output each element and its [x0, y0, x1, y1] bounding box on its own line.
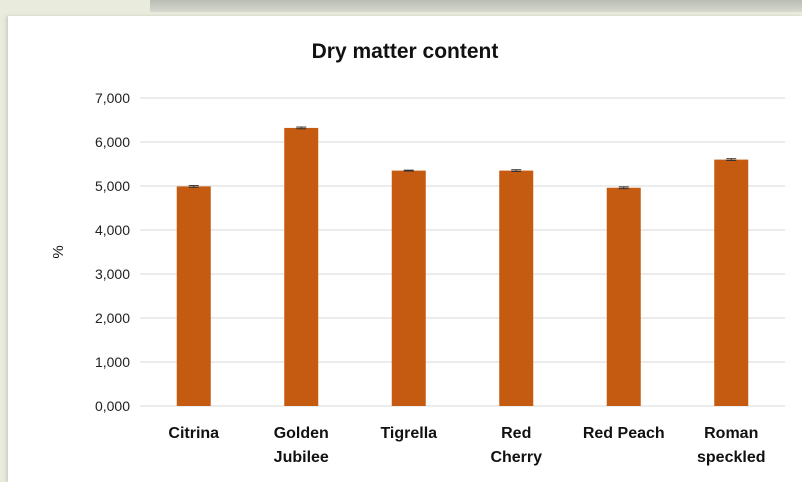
y-tick-label: 7,000 — [95, 90, 130, 106]
x-category-label: Tigrella — [380, 425, 437, 442]
top-shadow — [150, 0, 802, 12]
x-category-label: Roman speckled — [697, 425, 765, 466]
chart-title: Dry matter content — [311, 40, 499, 63]
bar — [714, 159, 749, 406]
y-axis-label: % — [50, 245, 67, 258]
y-tick-label: 0,000 — [95, 398, 130, 414]
y-tick-label: 5,000 — [95, 178, 130, 194]
bar — [176, 186, 211, 406]
bar-chart: 0,000 1,000 2,000 3,000 4,000 5,000 6,000 7,000… — [50, 90, 785, 466]
y-tick-label: 3,000 — [95, 266, 130, 282]
chart-card: Dry matter content 0,000 1,000 2,000 3,000 4… — [8, 16, 802, 482]
x-category-label: Red Peach — [583, 425, 665, 442]
bar — [391, 170, 426, 406]
x-category-label: Citrina — [168, 425, 219, 442]
x-category-label: Golden Jubilee — [274, 425, 329, 466]
bar — [284, 127, 319, 407]
y-tick-label: 6,000 — [95, 134, 130, 150]
bar — [499, 170, 534, 406]
y-tick-label: 4,000 — [95, 222, 130, 238]
y-tick-label: 1,000 — [95, 354, 130, 370]
y-tick-label: 2,000 — [95, 310, 130, 326]
bar — [606, 187, 641, 406]
x-category-label: Red Cherry — [490, 425, 542, 466]
